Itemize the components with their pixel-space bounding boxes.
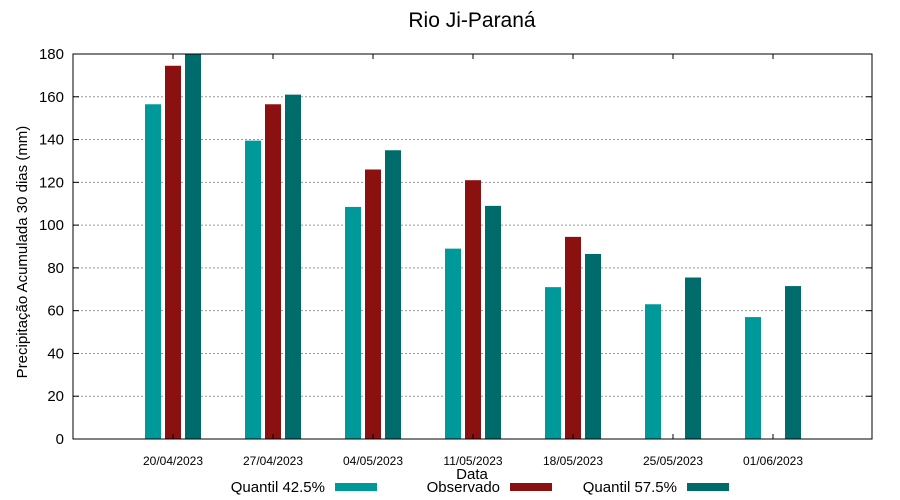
bar <box>465 180 481 439</box>
bar <box>745 317 761 439</box>
bar <box>785 286 801 439</box>
y-tick-label: 120 <box>39 174 64 191</box>
x-axis-label: Data <box>456 466 488 483</box>
y-tick-label: 80 <box>47 260 64 277</box>
bar <box>165 65 181 439</box>
y-tick-label: 40 <box>47 345 64 362</box>
bar <box>245 140 261 439</box>
y-tick-label: 100 <box>39 217 64 234</box>
legend-label: Observado <box>427 479 500 496</box>
bar <box>145 104 161 439</box>
x-tick-label: 25/05/2023 <box>643 454 703 468</box>
y-tick-label: 20 <box>47 388 64 405</box>
bar <box>445 248 461 439</box>
y-tick-label: 160 <box>39 89 64 106</box>
x-tick-label: 18/05/2023 <box>543 454 603 468</box>
bar <box>485 205 501 439</box>
x-tick-label: 20/04/2023 <box>143 454 203 468</box>
bar <box>545 287 561 439</box>
y-tick-label: 140 <box>39 132 64 149</box>
bar <box>645 304 661 439</box>
legend-swatch <box>335 483 377 491</box>
x-tick-label: 04/05/2023 <box>343 454 403 468</box>
x-tick-label: 27/04/2023 <box>243 454 303 468</box>
bar <box>185 54 201 439</box>
bar <box>385 150 401 439</box>
y-axis-ticks: 0 20 40 60 80 100 120 140 160 180 <box>39 46 872 448</box>
x-tick-label: 11/05/2023 <box>443 454 502 468</box>
bars <box>145 54 801 439</box>
y-tick-label: 60 <box>47 303 64 320</box>
legend-swatch <box>510 483 552 491</box>
legend-swatch <box>687 483 729 491</box>
legend-label: Quantil 57.5% <box>583 479 677 496</box>
bar <box>565 236 581 439</box>
bar <box>365 169 381 439</box>
bar <box>585 253 601 439</box>
y-tick-label: 180 <box>39 46 64 63</box>
y-tick-label: 0 <box>56 431 64 448</box>
grid-lines <box>73 96 872 397</box>
legend-label: Quantil 42.5% <box>231 479 325 496</box>
chart-title: Rio Ji-Paraná <box>408 9 536 32</box>
bar <box>285 94 301 439</box>
y-axis-label: Precipitação Acumulada 30 dias (mm) <box>14 126 31 379</box>
bar <box>685 277 701 439</box>
bar <box>345 206 361 439</box>
x-tick-label: 01/06/2023 <box>743 454 803 468</box>
legend: Quantil 42.5% Observado Quantil 57.5% <box>231 479 729 496</box>
x-axis-ticks: 20/04/2023 27/04/2023 04/05/2023 11/05/2023… <box>143 54 803 468</box>
bar <box>265 104 281 439</box>
